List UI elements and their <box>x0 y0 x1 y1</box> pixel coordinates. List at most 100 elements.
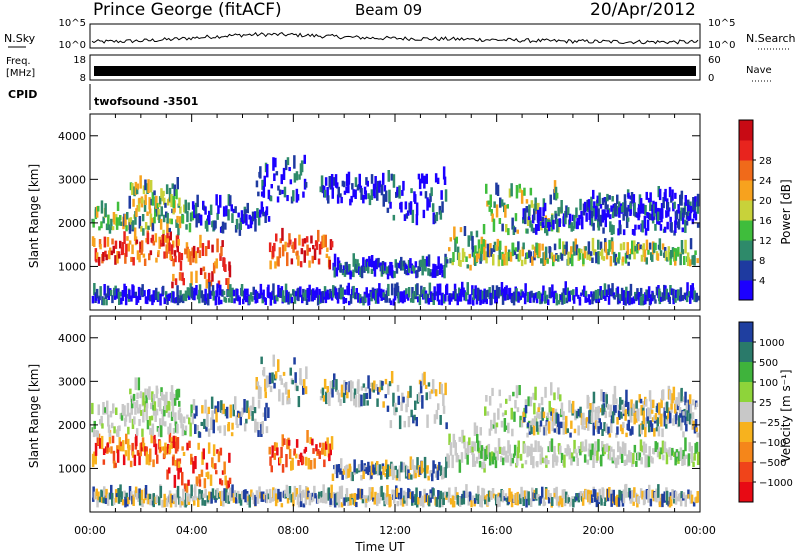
heatmap-cell <box>614 405 617 413</box>
heatmap-cell <box>474 285 477 299</box>
heatmap-cell <box>472 252 476 258</box>
heatmap-cell <box>188 440 191 448</box>
heatmap-cell <box>486 289 490 298</box>
heatmap-cell <box>433 214 437 224</box>
heatmap-cell <box>452 291 455 300</box>
heatmap-cell <box>632 403 635 416</box>
heatmap-cell <box>177 239 180 246</box>
heatmap-cell <box>295 488 299 497</box>
heatmap-cell <box>564 281 567 295</box>
heatmap-cell <box>259 386 262 399</box>
heatmap-cell <box>100 497 104 503</box>
heatmap-cell <box>421 373 425 387</box>
heatmap-cell <box>198 250 202 258</box>
heatmap-cell <box>324 492 328 504</box>
heatmap-cell <box>272 157 275 171</box>
heatmap-cell <box>558 238 561 250</box>
heatmap-cell <box>549 194 552 205</box>
heatmap-cell <box>176 485 180 498</box>
heatmap-cell <box>133 227 137 241</box>
heatmap-cell <box>601 197 605 205</box>
heatmap-cell <box>435 497 438 507</box>
heatmap-cell <box>176 177 179 190</box>
heatmap-cell <box>508 287 512 300</box>
heatmap-cell <box>103 236 107 248</box>
heatmap-cell <box>496 495 499 508</box>
nsky-panel <box>89 23 701 49</box>
heatmap-cell <box>496 238 500 251</box>
heatmap-cell <box>240 284 244 297</box>
heatmap-cell <box>166 238 169 252</box>
heatmap-cell <box>423 371 426 385</box>
heatmap-cell <box>391 463 394 476</box>
heatmap-cell <box>593 201 596 209</box>
heatmap-cell <box>415 214 419 226</box>
colorbar-tick-label: 500 <box>759 358 778 369</box>
heatmap-cell <box>558 218 561 227</box>
heatmap-cell <box>409 385 412 398</box>
heatmap-cell <box>539 420 543 427</box>
heatmap-cell <box>342 265 346 274</box>
colorbar-tick-label: 4 <box>759 276 765 287</box>
heatmap-cell <box>421 264 424 276</box>
heatmap-cell <box>149 250 153 256</box>
heatmap-cell <box>648 484 651 498</box>
heatmap-cell <box>192 254 195 263</box>
heatmap-cell <box>674 289 678 298</box>
heatmap-cell <box>335 267 339 277</box>
heatmap-cell <box>507 440 510 454</box>
heatmap-cell <box>514 247 518 252</box>
heatmap-cell <box>517 241 520 252</box>
heatmap-cell <box>244 288 247 301</box>
heatmap-cell <box>174 255 177 263</box>
heatmap-cell <box>152 459 155 468</box>
heatmap-cell <box>100 200 104 214</box>
heatmap-cell <box>524 283 527 296</box>
heatmap-cell <box>637 224 640 230</box>
heatmap-cell <box>189 283 192 297</box>
heatmap-cell <box>610 418 613 433</box>
heatmap-cell <box>168 445 172 453</box>
heatmap-cell <box>170 194 173 207</box>
heatmap-cell <box>555 294 559 306</box>
heatmap-cell <box>305 298 309 305</box>
heatmap-cell <box>187 249 191 262</box>
colorbar-swatch <box>739 462 753 483</box>
heatmap-cell <box>520 190 524 204</box>
heatmap-cell <box>169 493 173 508</box>
heatmap-cell <box>324 177 328 186</box>
heatmap-cell <box>629 452 632 459</box>
colorbar-swatch <box>739 180 753 201</box>
heatmap-cell <box>661 493 664 508</box>
heatmap-cell <box>169 392 173 401</box>
heatmap-cell <box>180 414 183 429</box>
heatmap-cell <box>370 268 374 274</box>
heatmap-cell <box>389 201 392 209</box>
heatmap-cell <box>221 221 225 234</box>
heatmap-cell <box>253 407 257 414</box>
heatmap-cell <box>96 430 99 438</box>
heatmap-cell <box>422 497 425 508</box>
heatmap-cell <box>331 187 334 199</box>
heatmap-cell <box>627 410 631 417</box>
heatmap-cell <box>547 489 550 499</box>
heatmap-cell <box>430 291 433 302</box>
heatmap-cell <box>134 486 138 497</box>
heatmap-cell <box>253 211 257 220</box>
heatmap-cell <box>100 221 103 229</box>
heatmap-cell <box>114 240 118 249</box>
heatmap-cell <box>355 288 358 299</box>
heatmap-cell <box>149 180 153 193</box>
heatmap-cell <box>614 203 618 212</box>
heatmap-cell <box>171 456 175 466</box>
heatmap-cell <box>197 497 200 507</box>
heatmap-cell <box>380 293 383 301</box>
heatmap-cell <box>643 490 646 504</box>
heatmap-cell <box>513 411 516 422</box>
heatmap-cell <box>178 458 182 464</box>
heatmap-cell <box>191 211 195 221</box>
heatmap-cell <box>341 287 344 297</box>
heatmap-cell <box>405 403 408 413</box>
heatmap-cell <box>431 473 434 482</box>
heatmap-cell <box>456 293 459 306</box>
